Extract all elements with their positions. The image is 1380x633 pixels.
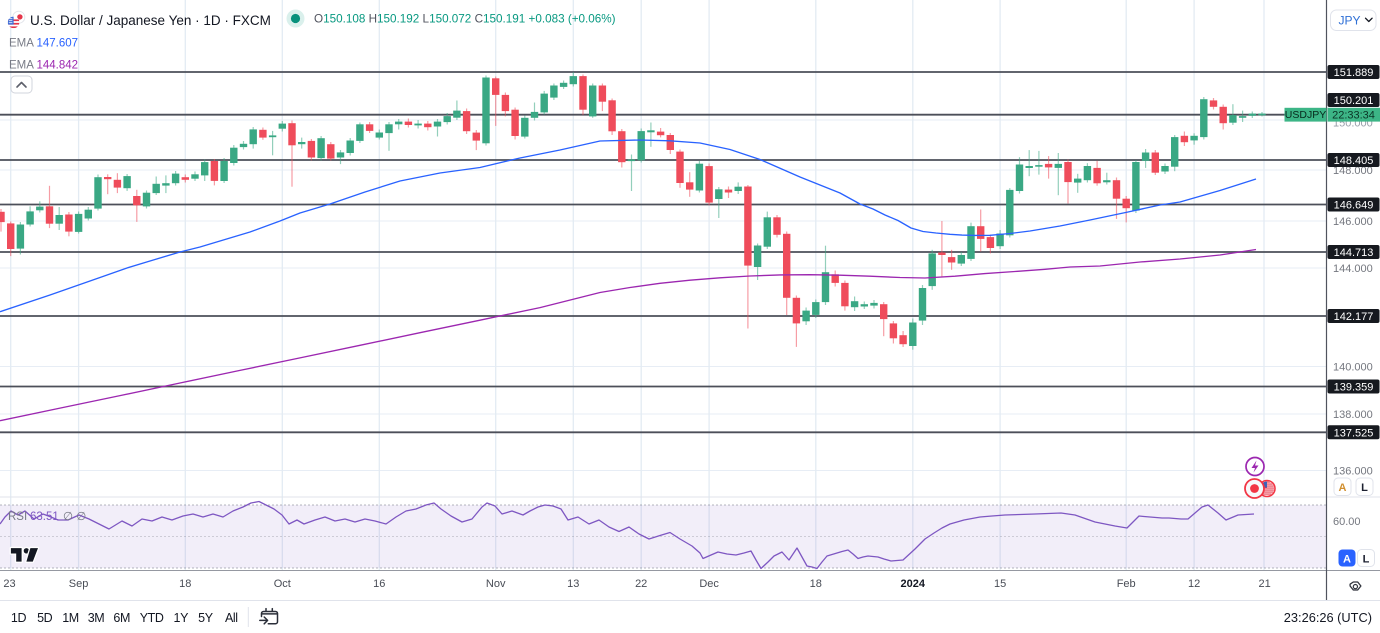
svg-text:136.000: 136.000 (1333, 466, 1373, 478)
svg-text:144.842: 144.842 (37, 60, 79, 72)
svg-text:21: 21 (1258, 578, 1270, 590)
svg-text:13: 13 (567, 578, 579, 590)
svg-text:144.713: 144.713 (1334, 247, 1374, 259)
svg-text:151.889: 151.889 (1334, 67, 1374, 79)
svg-text:RSI: RSI (8, 511, 27, 523)
svg-text:139.359: 139.359 (1334, 382, 1374, 394)
svg-text:22:33:34: 22:33:34 (1332, 109, 1375, 121)
svg-text:All: All (225, 611, 238, 625)
svg-text:1M: 1M (62, 611, 79, 625)
svg-text:12: 12 (1188, 578, 1200, 590)
svg-text:Oct: Oct (274, 578, 291, 590)
svg-text:A: A (1339, 482, 1347, 494)
svg-text:148.405: 148.405 (1334, 155, 1374, 167)
svg-text:148.000: 148.000 (1333, 165, 1373, 177)
svg-text:L: L (1361, 482, 1368, 494)
svg-text:138.000: 138.000 (1333, 409, 1373, 421)
svg-text:5Y: 5Y (198, 611, 214, 625)
svg-text:Feb: Feb (1117, 578, 1136, 590)
svg-text:3M: 3M (88, 611, 105, 625)
svg-text:U.S. Dollar / Japanese Yen · 1: U.S. Dollar / Japanese Yen · 1D · FXCM (30, 13, 271, 28)
svg-text:142.177: 142.177 (1334, 311, 1374, 323)
svg-text:144.000: 144.000 (1333, 263, 1373, 275)
svg-text:60.00: 60.00 (1333, 516, 1361, 528)
svg-text:23:26:26 (UTC): 23:26:26 (UTC) (1284, 610, 1372, 625)
svg-text:YTD: YTD (140, 611, 164, 625)
svg-text:1D: 1D (11, 611, 27, 625)
svg-text:L: L (1363, 554, 1370, 566)
svg-text:23: 23 (3, 578, 15, 590)
svg-text:USDJPY: USDJPY (1285, 109, 1326, 121)
svg-text:146.000: 146.000 (1333, 216, 1373, 228)
svg-text:Dec: Dec (699, 578, 719, 590)
svg-text:15: 15 (994, 578, 1006, 590)
svg-text:140.000: 140.000 (1333, 362, 1373, 374)
svg-text:EMA: EMA (9, 38, 34, 50)
svg-text:16: 16 (373, 578, 385, 590)
svg-text:2024: 2024 (901, 578, 926, 590)
svg-text:Nov: Nov (486, 578, 506, 590)
svg-text:JPY: JPY (1339, 14, 1361, 28)
svg-text:EMA: EMA (9, 60, 34, 72)
svg-text:5D: 5D (37, 611, 53, 625)
svg-text:18: 18 (810, 578, 822, 590)
svg-text:137.525: 137.525 (1334, 427, 1374, 439)
svg-text:63.51: 63.51 (30, 511, 59, 523)
svg-text:146.649: 146.649 (1334, 200, 1374, 212)
svg-text:147.607: 147.607 (37, 38, 79, 50)
svg-text:150.201: 150.201 (1334, 95, 1374, 107)
svg-text:A: A (1343, 554, 1351, 566)
svg-text:6M: 6M (113, 611, 130, 625)
svg-text:∅ ∅: ∅ ∅ (63, 511, 86, 523)
svg-text:18: 18 (179, 578, 191, 590)
svg-text:1Y: 1Y (174, 611, 190, 625)
svg-text:22: 22 (635, 578, 647, 590)
svg-text:O150.108 H150.192 L150.072 C15: O150.108 H150.192 L150.072 C150.191 +0.0… (314, 13, 616, 26)
svg-text:Sep: Sep (69, 578, 89, 590)
